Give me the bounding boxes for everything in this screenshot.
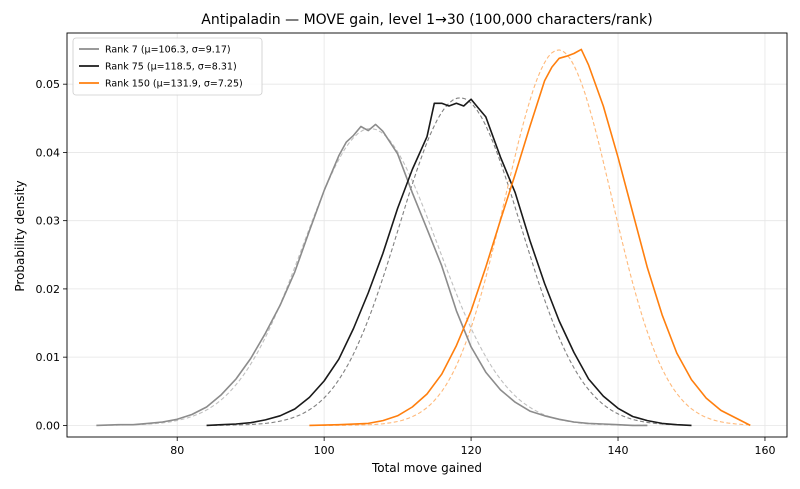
plot-frame: [66, 32, 788, 438]
series-line: [96, 123, 648, 427]
legend-box: [72, 37, 263, 96]
y-tick-label: 0.01: [36, 351, 61, 364]
x-tick-label: 120: [461, 444, 482, 457]
fit-curve: [206, 97, 692, 426]
x-axis: 80 100 120 140 160: [170, 437, 775, 457]
legend-label: Rank 7 (μ=106.3, σ=9.17): [105, 45, 231, 56]
x-tick-label: 100: [314, 444, 335, 457]
fit-curve: [309, 49, 751, 426]
series-lines: [96, 48, 751, 427]
y-axis-label: Probability density: [13, 180, 27, 291]
legend-label: Rank 75 (μ=118.5, σ=8.31): [105, 62, 237, 73]
x-tick-label: 160: [754, 444, 775, 457]
chart-title: Antipaladin — MOVE gain, level 1→30 (100…: [201, 12, 652, 28]
y-tick-label: 0.00: [36, 419, 61, 432]
y-axis: 0.00 0.01 0.02 0.03 0.04 0.05: [36, 78, 67, 432]
x-axis-label: Total move gained: [371, 461, 482, 475]
y-tick-label: 0.05: [36, 78, 61, 91]
y-tick-label: 0.04: [36, 146, 61, 159]
x-tick-label: 80: [170, 444, 184, 457]
y-tick-label: 0.02: [36, 283, 61, 296]
series-line: [206, 98, 692, 427]
legend: Rank 7 (μ=106.3, σ=9.17) Rank 75 (μ=118.5…: [72, 37, 263, 96]
x-tick-label: 140: [608, 444, 629, 457]
series-line: [309, 48, 751, 427]
y-tick-label: 0.03: [36, 215, 61, 228]
legend-label: Rank 150 (μ=131.9, σ=7.25): [105, 79, 243, 90]
